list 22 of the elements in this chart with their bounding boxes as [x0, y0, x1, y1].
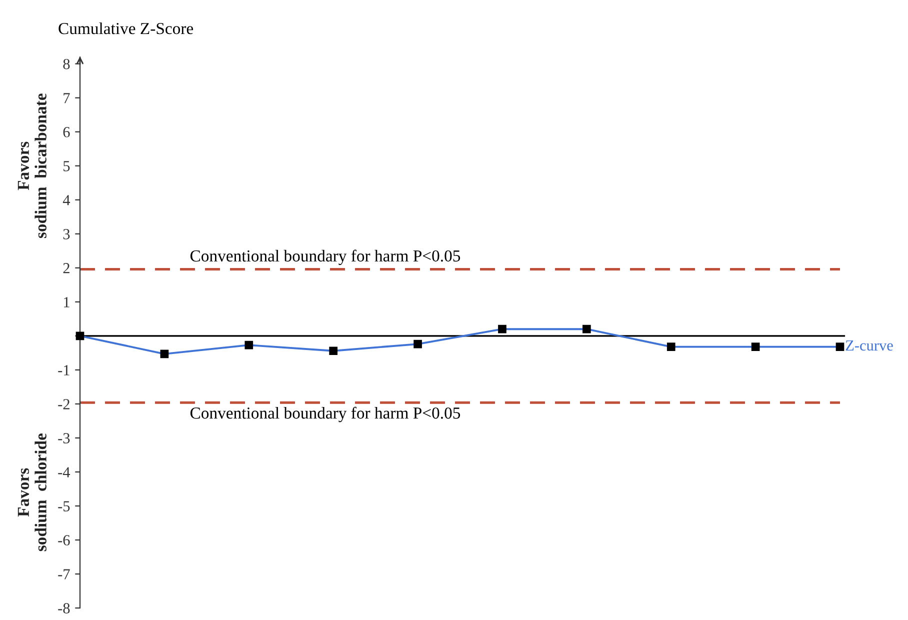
y-tick-label: 8 [63, 58, 70, 70]
y-tick-label: 5 [64, 161, 70, 172]
y-tick-label: -4 [58, 467, 70, 478]
y-tick-label: -6 [58, 535, 70, 546]
y-tick-label: -3 [58, 433, 70, 444]
y-axis-title: Cumulative Z-Score [58, 22, 194, 34]
y-tick-label: -2 [58, 399, 70, 410]
y-tick-label: -8 [58, 603, 70, 614]
text: Favors sodium bicarbonate [18, 94, 46, 238]
ref-line-label: Conventional boundary for harm P<0.05 [190, 406, 460, 422]
y-tick-label: 7 [64, 93, 70, 104]
y-tick-label: -5 [58, 501, 70, 512]
text: Favors sodium chloride [18, 434, 46, 552]
y-tick-label: -1 [58, 365, 70, 376]
y-tick-label: 4 [62, 195, 70, 206]
y-tick-label: 3 [63, 229, 70, 240]
y-tick-label: 6 [63, 127, 70, 138]
y-tick-label: -7 [58, 569, 70, 580]
y-tick-label: 2 [63, 263, 70, 274]
y-tick-label: 1 [64, 297, 70, 308]
ref-line-label: Conventional boundary for harm P<0.05 [190, 250, 460, 265]
series-label: Z-curve [846, 340, 893, 351]
